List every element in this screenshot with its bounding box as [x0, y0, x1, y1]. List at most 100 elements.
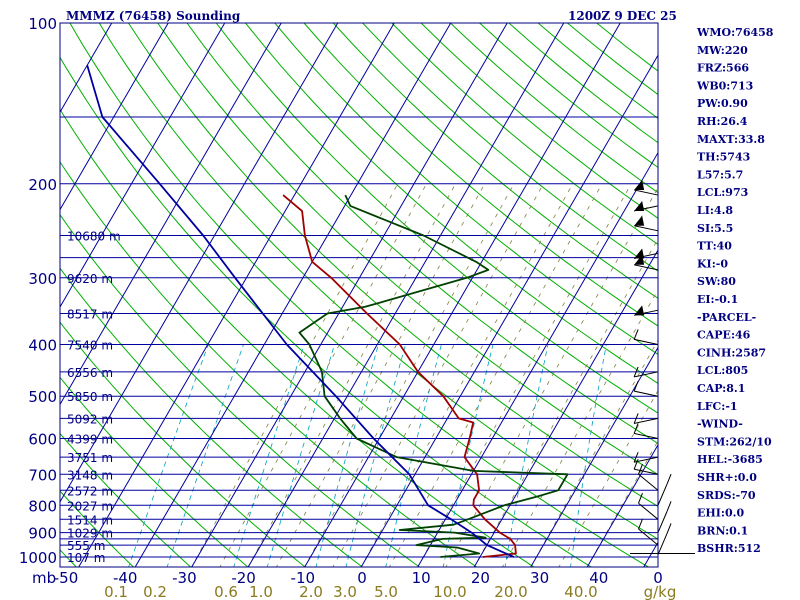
wind-barb [633, 329, 659, 345]
height-label: 1514 m [67, 513, 113, 527]
stability-index: TH:5743 [697, 151, 750, 164]
dry-adiabat [60, 549, 78, 567]
pressure-tick-label: 800 [28, 497, 57, 515]
profile-lines [86, 65, 569, 558]
pressure-tick-label: 400 [28, 337, 57, 355]
mixing-ratio-label: 0.6 [214, 583, 238, 600]
height-label: 3148 m [67, 468, 113, 482]
temperature-tick-label: -40 [113, 569, 138, 587]
height-label: 3751 m [67, 451, 113, 465]
pressure-tick-label: 500 [28, 388, 57, 406]
stability-index: CINH:2587 [697, 346, 766, 359]
temperature-tick-label: 0 [653, 569, 663, 587]
temperature-tick-label: -50 [54, 569, 79, 587]
dry-adiabat [60, 56, 593, 567]
moist-adiabat [304, 183, 515, 567]
mixing-ratio-label: 40.0 [564, 583, 597, 600]
stability-index: PW:0.90 [697, 97, 748, 110]
mixing-ratio-label: 1.0 [249, 583, 273, 600]
mixing-ratio-unit: g/kg [644, 583, 677, 600]
height-label: 555 m [67, 539, 105, 553]
stability-index: KI:-0 [697, 257, 728, 270]
stability-index: LCL:973 [697, 186, 748, 199]
pressure-tick-label: 600 [28, 431, 57, 449]
stability-index: LFC:-1 [697, 400, 738, 413]
wind-barb [633, 366, 659, 378]
temperature-tick-label: 40 [589, 569, 608, 587]
mixing-ratio-label: 0.2 [143, 583, 167, 600]
stability-index: TT:40 [697, 240, 732, 253]
pressure-tick-label: 700 [28, 466, 57, 484]
wind-barb [657, 473, 672, 506]
dry-adiabat [60, 490, 135, 567]
height-label: 7540 m [67, 339, 113, 353]
mixing-ratio-line [345, 344, 406, 567]
stability-index: BSHR:512 [697, 542, 761, 555]
stability-index: HEL:-3685 [697, 453, 763, 466]
moist-adiabat [417, 183, 632, 567]
plot-frame [59, 22, 659, 568]
pressure-tick-label: 900 [28, 525, 57, 543]
pressure-unit-label: mb [32, 569, 56, 587]
dry-adiabat [274, 23, 658, 355]
stability-index: WB0:713 [696, 79, 753, 92]
dry-adiabat [186, 23, 658, 445]
wind-barb [638, 518, 659, 546]
isotherm [360, 54, 658, 567]
mixing-ratio-line [504, 344, 549, 567]
stability-index: STM:262/10 [697, 435, 772, 448]
mixing-ratio-line [570, 344, 607, 567]
dry-adiabat [69, 23, 650, 567]
isotherm [417, 151, 658, 567]
wind-barb [633, 423, 659, 440]
isotherm [60, 23, 282, 406]
mixing-ratio-line [266, 344, 335, 567]
dry-adiabat [245, 23, 658, 384]
moist-adiabat [473, 238, 658, 567]
dry-adiabat [60, 432, 192, 567]
height-label: 10680 m [67, 229, 121, 243]
dry-adiabat [215, 23, 658, 414]
isotherm [134, 23, 452, 567]
dry-adiabat [60, 213, 421, 567]
temperature-tick-label: -30 [172, 569, 197, 587]
moist-adiabat [247, 183, 456, 567]
stability-index: SRDS:-70 [697, 489, 756, 502]
pressure-tick-label: 300 [28, 270, 57, 288]
stability-index: EHI:0.0 [697, 507, 744, 520]
temperature-tick-label: 20 [471, 569, 490, 587]
height-label: 2572 m [67, 484, 113, 498]
dry-adiabat [567, 23, 658, 96]
isotherm [530, 346, 658, 567]
dry-adiabat [332, 23, 658, 299]
stability-index: SI:5.5 [697, 222, 733, 235]
valid-time: 1200Z 9 DEC 25 [568, 9, 677, 23]
temperature-tick-label: -20 [231, 569, 256, 587]
isotherm [473, 249, 658, 567]
isotherm [304, 23, 621, 567]
stability-index: EI:-0.1 [697, 293, 738, 306]
mixing-ratio-label: 3.0 [333, 583, 357, 600]
dry-adiabat [157, 23, 658, 476]
dry-adiabat [60, 267, 364, 567]
wind-barb [634, 305, 659, 316]
stability-index: MW:220 [697, 44, 748, 57]
moist-adiabat [586, 440, 658, 567]
stability-index: LCL:805 [697, 364, 748, 377]
wind-barb [633, 458, 659, 475]
temperature-tick-label: -10 [291, 569, 316, 587]
dry-adiabat [98, 23, 658, 540]
mixing-ratio-label: 20.0 [494, 583, 527, 600]
wind-barb [633, 380, 659, 397]
temperature-tick-label: 30 [530, 569, 549, 587]
dry-adiabat [303, 23, 658, 327]
wind-barb [634, 215, 659, 232]
stability-index: SHR+:0.0 [697, 471, 757, 484]
isotherm [78, 23, 395, 567]
isotherm [60, 23, 226, 308]
moist-adiabat [501, 288, 658, 567]
height-label: 4399 m [67, 433, 113, 447]
wind-barb [634, 200, 659, 212]
stability-index: -PARCEL- [697, 311, 756, 324]
parcel-line [86, 65, 515, 558]
